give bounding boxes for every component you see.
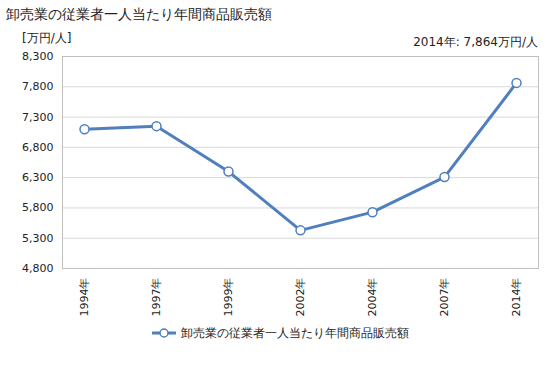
svg-text:2007年: 2007年	[438, 278, 451, 317]
svg-text:5,300: 5,300	[22, 232, 54, 245]
svg-text:6,300: 6,300	[22, 171, 54, 184]
svg-text:1997年: 1997年	[150, 278, 163, 317]
svg-text:4,800: 4,800	[22, 262, 54, 275]
svg-text:1994年: 1994年	[78, 278, 91, 317]
svg-text:7,800: 7,800	[22, 80, 54, 93]
svg-text:2004年: 2004年	[366, 278, 379, 317]
svg-text:5,800: 5,800	[22, 201, 54, 214]
svg-text:2014年: 2014年	[510, 278, 523, 317]
html-text:卸売業の従業者一人当たり年間商品販売額: 卸売業の従業者一人当たり年間商品販売額	[6, 6, 272, 22]
html-text:2014年: 7,864万円/人: 2014年: 7,864万円/人	[413, 35, 538, 49]
svg-text:6,800: 6,800	[22, 141, 54, 154]
html-text:[万円/人]: [万円/人]	[22, 31, 72, 45]
svg-text:7,300: 7,300	[22, 111, 54, 124]
svg-text:2002年: 2002年	[294, 278, 307, 317]
svg-text:1999年: 1999年	[222, 278, 235, 317]
svg-text:8,300: 8,300	[22, 50, 54, 63]
html-text:卸売業の従業者一人当たり年間商品販売額: 卸売業の従業者一人当たり年間商品販売額	[181, 325, 409, 340]
